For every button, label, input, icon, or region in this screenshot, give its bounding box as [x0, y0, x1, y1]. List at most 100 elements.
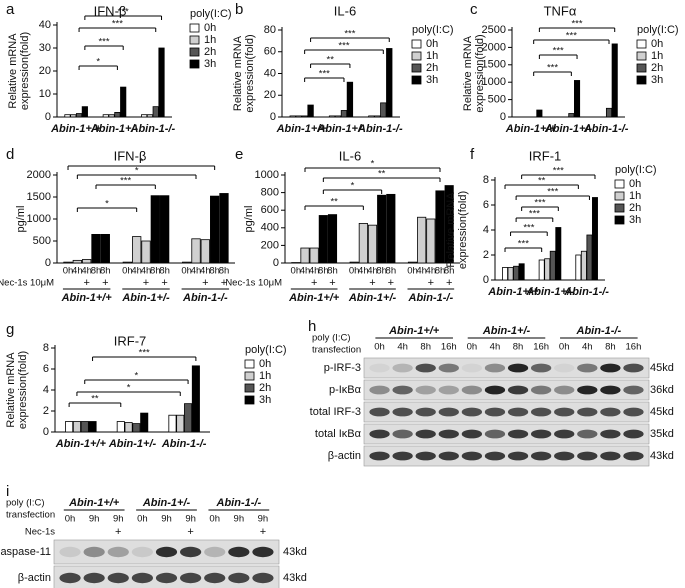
x-tick-label: Abin-1-/-	[583, 123, 629, 135]
y-tick-label: 20	[39, 65, 51, 77]
bar	[191, 238, 201, 264]
legend-label: 0h	[204, 22, 216, 34]
y-tick-label: 800	[261, 187, 279, 199]
x-tick-label: 8h	[91, 266, 102, 277]
bar	[82, 259, 92, 264]
significance-label: *	[371, 159, 375, 170]
legend-label: 2h	[651, 62, 663, 74]
legend-swatch	[189, 59, 200, 69]
blot-band	[600, 407, 621, 417]
bar	[328, 115, 336, 118]
blot-band	[623, 363, 644, 373]
bar	[124, 422, 133, 433]
y-axis-label: expression(fold)	[457, 191, 469, 269]
group-label: Abin-1+/+	[68, 497, 120, 509]
significance-label: ***	[319, 69, 330, 80]
bar	[102, 114, 109, 118]
x-tick-label: Abin-1+/+	[487, 286, 539, 298]
legend-label: 1h	[259, 370, 271, 382]
lane-label: 8h	[420, 342, 431, 353]
y-tick-label: 4	[43, 384, 49, 396]
blot-band	[577, 407, 598, 417]
y-tick-label: 1000	[482, 76, 506, 88]
treatment-mark: +	[102, 277, 108, 289]
legend-swatch	[189, 47, 200, 57]
blot-band	[180, 572, 202, 584]
bar	[146, 114, 154, 118]
bar	[307, 104, 314, 118]
blot-band	[461, 429, 483, 439]
treatment-mark: +	[143, 277, 149, 289]
x-tick-label: Abin-1+/+	[276, 123, 328, 135]
x-tick-label: Abin-1-/-	[357, 123, 403, 135]
y-tick-label: 6	[483, 199, 489, 211]
blot-band	[107, 572, 129, 584]
blot-band	[623, 451, 644, 461]
y-axis-label: Relative mRNA	[232, 35, 244, 111]
bar	[435, 190, 445, 264]
group-label: Abin-1+/-	[482, 325, 531, 337]
legend-swatch	[244, 395, 255, 405]
legend-label: 1h	[426, 50, 438, 62]
significance-label: ***	[98, 37, 109, 48]
legend-label: 0h	[426, 38, 438, 50]
panel-letter: d	[6, 146, 14, 163]
panel-letter: g	[6, 321, 14, 338]
y-tick-label: 0	[483, 274, 489, 286]
x-tick-label: Abin-1+/-	[544, 123, 593, 135]
treatment-mark: +	[202, 277, 208, 289]
blot-row-label: Caspase-11	[0, 546, 51, 558]
x-tick-label: 4h	[200, 266, 211, 277]
blot-band	[369, 451, 390, 461]
blot-band	[438, 407, 459, 417]
bar	[72, 421, 81, 433]
y-tick-label: 40	[39, 19, 51, 31]
lane-label: 4h	[490, 342, 501, 353]
bar	[160, 195, 170, 264]
bar	[592, 197, 598, 281]
blot-band	[554, 363, 575, 373]
bar	[309, 247, 319, 264]
blot-header: transfection	[312, 345, 361, 356]
blot-band	[107, 546, 129, 558]
blot-band	[415, 363, 436, 373]
blot-band	[600, 451, 621, 461]
x-tick-label: 8h	[318, 266, 329, 277]
blot-band	[554, 429, 575, 439]
bar	[334, 115, 342, 118]
legend-label: 0h	[651, 38, 663, 50]
x-tick-label: Abin-1+/+	[505, 123, 557, 135]
blot-band	[438, 429, 459, 439]
y-tick-label: 6	[43, 363, 49, 375]
bar	[108, 114, 115, 118]
legend-label: 0h	[259, 358, 271, 370]
y-tick-label: 30	[39, 42, 51, 54]
x-tick-label: 0h	[63, 266, 74, 277]
blot-band	[507, 385, 529, 395]
blot-band	[623, 429, 644, 439]
blot-band	[507, 451, 529, 461]
blot-band	[577, 451, 598, 461]
bar	[184, 403, 193, 433]
treatment-mark: +	[369, 277, 375, 289]
blot-row-label: total IRF-3	[310, 406, 361, 418]
bar	[574, 80, 581, 118]
bar	[575, 254, 582, 281]
significance-label: **	[330, 197, 338, 208]
bar	[513, 265, 520, 281]
treatment-mark: +	[221, 277, 227, 289]
x-tick-label: 4h	[191, 266, 202, 277]
lane-label: 4h	[582, 342, 593, 353]
x-tick-label: 8h	[159, 266, 170, 277]
chart-title: IL-6	[339, 148, 361, 163]
blot-band	[438, 451, 459, 461]
blot-band	[623, 385, 644, 395]
significance-label: **	[538, 176, 546, 187]
y-tick-label: 60	[264, 46, 276, 58]
x-tick-label: Abin-1-/-	[130, 123, 176, 135]
treatment-mark: +	[428, 277, 434, 289]
x-tick-label: Abin-1-/-	[161, 438, 207, 450]
panel-letter: f	[470, 146, 475, 163]
significance-label: *	[105, 199, 109, 210]
blot-band	[83, 546, 105, 558]
